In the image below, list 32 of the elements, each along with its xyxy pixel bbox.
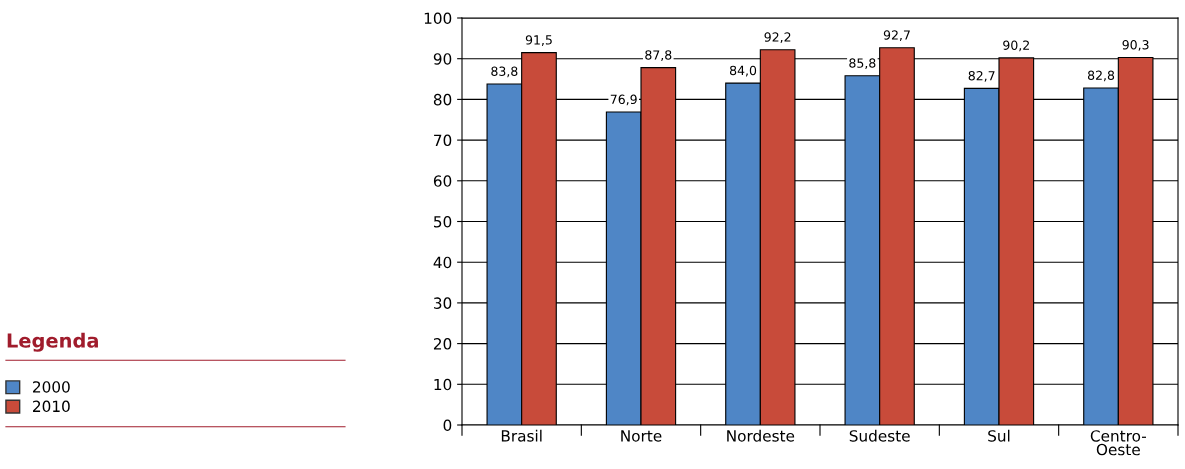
x-tick-label: Centro- Oeste (1090, 430, 1146, 456)
legend-label: 2000 (33, 381, 70, 393)
data-label: 76,9 (610, 94, 637, 106)
x-tick-label: Sul (988, 429, 1010, 442)
y-tick-label: 40 (433, 256, 452, 269)
y-tick-label: 100 (424, 12, 452, 25)
legend-label: 2010 (33, 400, 70, 413)
data-label: 82,8 (1087, 70, 1115, 82)
data-label: 84,0 (729, 65, 757, 77)
y-tick-label: 20 (433, 338, 452, 350)
data-label: 92,7 (883, 30, 910, 42)
data-label: 82,7 (968, 70, 995, 82)
y-tick-label: 50 (434, 215, 452, 228)
data-label: 85,8 (849, 58, 876, 70)
x-tick-label: Sudeste (849, 429, 910, 442)
data-label: 90,3 (1122, 40, 1149, 51)
y-tick-label: 0 (443, 419, 452, 432)
legend-title: Legenda (7, 332, 98, 352)
x-tick-label: Brasil (501, 429, 542, 442)
y-tick-label: 80 (433, 93, 452, 106)
y-tick-label: 70 (434, 134, 452, 147)
x-tick-label: Nordeste (727, 429, 795, 442)
data-label: 83,8 (491, 66, 518, 78)
y-tick-label: 60 (433, 175, 452, 187)
y-tick-label: 90 (433, 53, 452, 65)
data-label: 91,5 (525, 35, 552, 46)
y-tick-label: 10 (434, 378, 452, 391)
data-label: 87,8 (645, 50, 672, 61)
data-label: 90,2 (1003, 40, 1029, 52)
y-tick-label: 30 (434, 297, 452, 309)
x-tick-label: Norte (621, 430, 662, 442)
data-label: 92,2 (764, 32, 791, 44)
